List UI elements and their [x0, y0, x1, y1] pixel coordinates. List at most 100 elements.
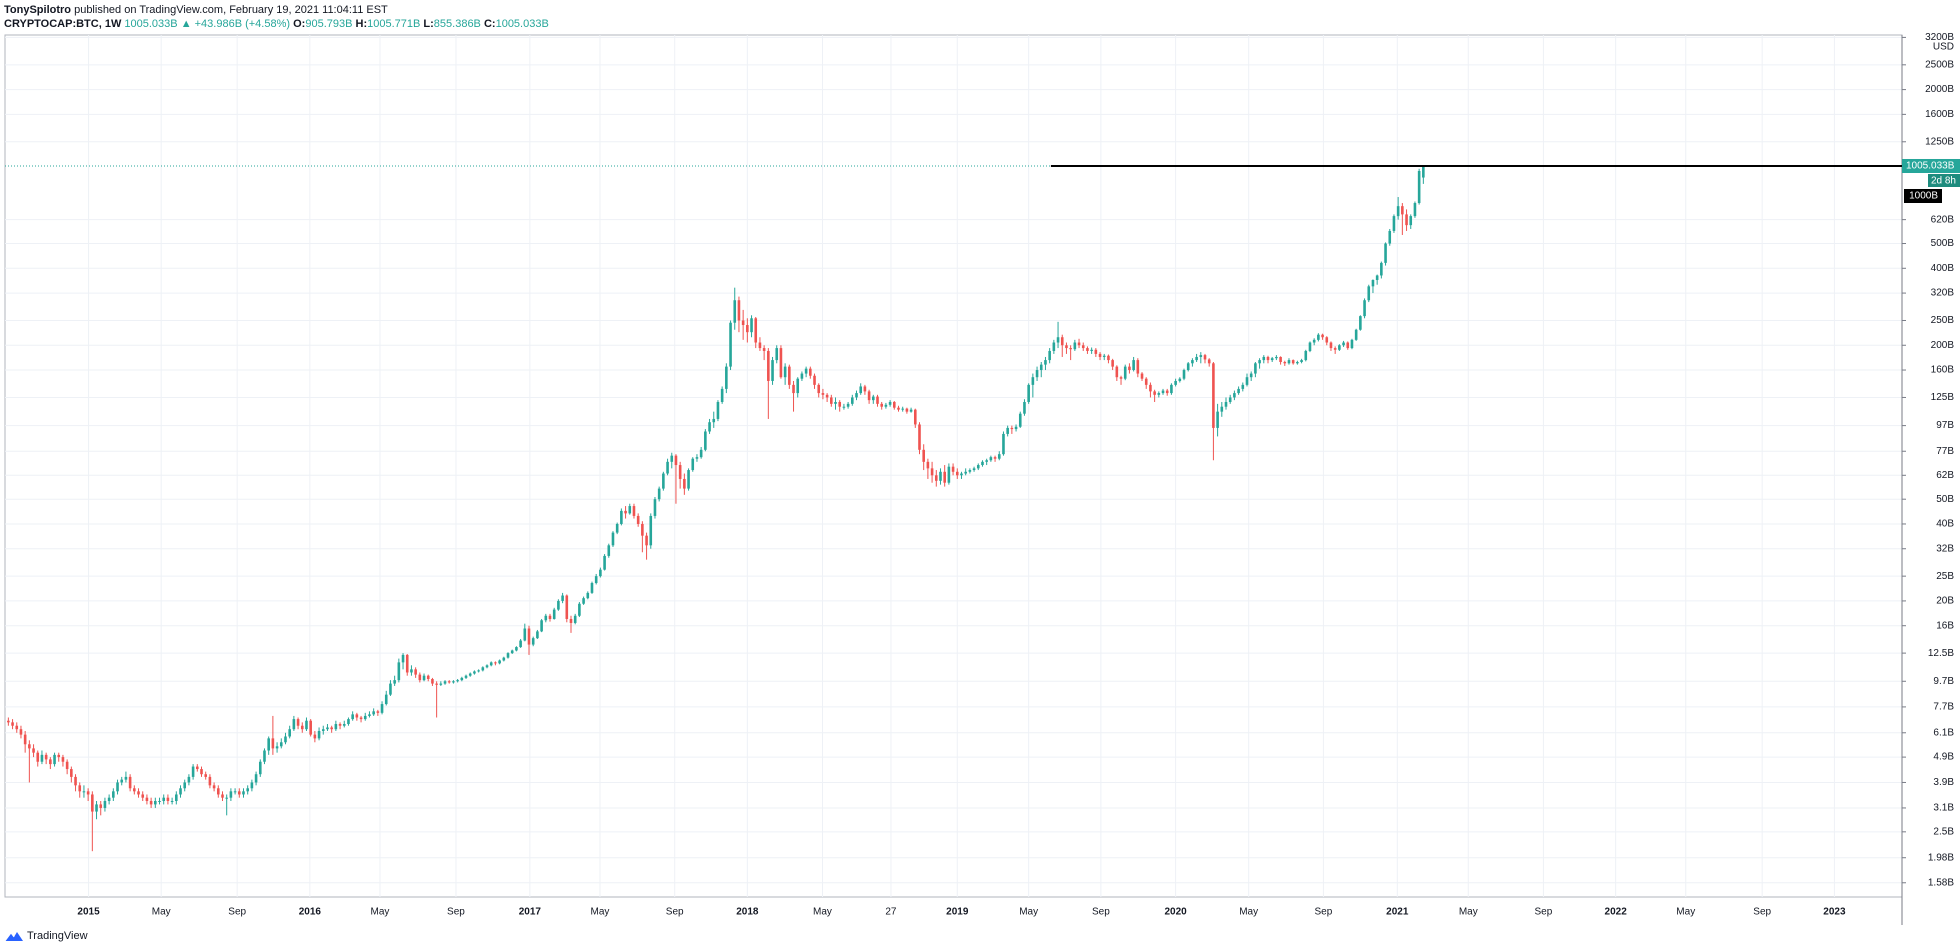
- candle-body: [750, 318, 753, 333]
- candle-body: [758, 342, 762, 349]
- candle-body: [565, 595, 569, 619]
- candle-body: [1014, 426, 1018, 430]
- candle-body: [431, 679, 434, 684]
- y-tick-label: 1600B: [1925, 109, 1954, 120]
- candle-body: [1346, 342, 1350, 349]
- candle-body: [1060, 337, 1064, 346]
- c: 1005.033B: [495, 18, 549, 30]
- x-tick-label: Sep: [1535, 907, 1553, 918]
- candle-body: [204, 774, 208, 777]
- candle-body: [372, 711, 375, 715]
- candle-body: [720, 388, 724, 402]
- candle-body: [380, 704, 384, 713]
- candle-body: [876, 396, 879, 404]
- candle-body: [725, 366, 728, 389]
- symbol: CRYPTOCAP:BTC, 1W: [4, 18, 122, 30]
- candle-body: [951, 466, 955, 472]
- candle-body: [1375, 275, 1379, 280]
- candle-body: [800, 373, 804, 379]
- l: 855.386B: [433, 18, 481, 30]
- candle-body: [1203, 355, 1207, 360]
- y-unit: USD: [1933, 42, 1954, 53]
- candle-body: [1027, 384, 1030, 402]
- candle-body: [70, 769, 73, 777]
- candle-body: [334, 724, 338, 730]
- candle-body: [1237, 388, 1240, 394]
- candle-body: [981, 461, 984, 466]
- candle-body: [40, 754, 44, 762]
- y-tick-label: 97B: [1936, 420, 1954, 431]
- candle-body: [145, 797, 149, 801]
- candle-body: [796, 378, 800, 394]
- x-tick-label: May: [370, 907, 389, 918]
- candle-body: [414, 669, 417, 675]
- candle-body: [196, 766, 199, 770]
- candle-body: [872, 396, 875, 401]
- candle-body: [158, 800, 161, 802]
- candle-body: [1354, 329, 1358, 340]
- y-tick-label: 20B: [1936, 596, 1954, 607]
- candle-body: [397, 662, 401, 681]
- y-tick-label: 50B: [1936, 494, 1954, 505]
- candle-body: [326, 727, 329, 730]
- candle-body: [32, 748, 35, 753]
- candle-body: [305, 720, 308, 730]
- y-tick-label: 62B: [1936, 470, 1954, 481]
- candle-body: [628, 506, 632, 514]
- y-tick-label: 77B: [1936, 446, 1954, 457]
- candle-body: [128, 776, 132, 789]
- y-tick-label: 320B: [1931, 288, 1955, 299]
- candle-body: [1405, 214, 1408, 226]
- candle-body: [506, 653, 510, 658]
- candle-body: [1174, 380, 1177, 385]
- c-label: C:: [483, 18, 496, 30]
- candle-body: [1018, 413, 1022, 427]
- candle-body: [393, 680, 396, 684]
- o-label: O:: [293, 18, 306, 30]
- candle-body: [691, 458, 695, 471]
- candle-body: [410, 669, 413, 673]
- candle-body: [1350, 339, 1354, 349]
- candle-body: [557, 600, 560, 610]
- candle-body: [695, 457, 699, 459]
- candle-body: [321, 729, 325, 731]
- candle-body: [435, 683, 438, 685]
- candle-body: [74, 776, 77, 786]
- x-tick-label: Sep: [1315, 907, 1333, 918]
- candle-body: [1044, 360, 1047, 365]
- y-tick-label: 400B: [1931, 263, 1955, 274]
- candle-body: [376, 711, 380, 713]
- candle-body: [788, 366, 791, 385]
- candle-body: [943, 471, 946, 483]
- candle-body: [313, 734, 317, 739]
- candle-body: [1338, 345, 1341, 350]
- x-tick-label: May: [813, 907, 832, 918]
- candle-body: [892, 401, 896, 408]
- candle-body: [267, 738, 270, 751]
- candle-body: [968, 470, 972, 472]
- candle-body: [284, 736, 287, 743]
- x-tick-label: May: [591, 907, 610, 918]
- candle-body: [1136, 360, 1140, 374]
- y-tick-label: 200B: [1931, 340, 1955, 351]
- candle-body: [473, 671, 476, 674]
- candle-body: [1325, 337, 1329, 343]
- candle-body: [191, 766, 195, 777]
- candle-body: [401, 654, 405, 663]
- candle-body: [1039, 364, 1043, 371]
- candle-body: [1161, 390, 1165, 394]
- y-tick-label: 12.5B: [1928, 648, 1954, 659]
- chart: USD 2015 May Sep 2016 May Sep 2017 May Sep 2018 Ma…: [4, 32, 1960, 925]
- candle-body: [162, 797, 166, 801]
- candle-body: [1342, 342, 1345, 346]
- author: TonySpilotro: [4, 4, 72, 16]
- y-tick-label: 2000B: [1925, 84, 1954, 95]
- candle-body: [384, 694, 388, 705]
- candle-body: [704, 431, 707, 450]
- candle-body: [49, 759, 52, 765]
- candle-body: [1266, 356, 1270, 361]
- candle-body: [1010, 427, 1014, 430]
- candle-body: [1123, 366, 1127, 379]
- candle-body: [1002, 433, 1005, 455]
